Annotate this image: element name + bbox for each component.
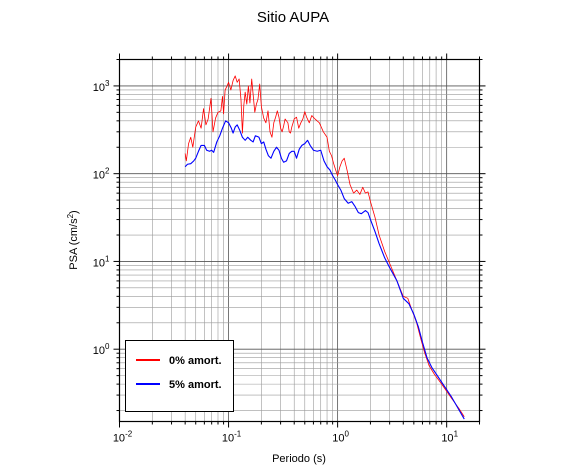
series-line-0: [184, 75, 465, 417]
y-tick-label-base: 10: [93, 82, 105, 94]
x-axis-label: Periodo (s): [272, 453, 326, 465]
y-tick-label: 101: [93, 254, 110, 269]
y-tick-label-exponent: 2: [105, 167, 110, 176]
series-layer: [184, 75, 465, 420]
legend: 0% amort. 5% amort.: [125, 340, 234, 412]
tick-marks: [113, 53, 486, 428]
legend-box: [125, 340, 234, 412]
x-tick-label: 10-2: [113, 430, 133, 445]
y-tick-label-exponent: 3: [105, 79, 110, 88]
y-axis-label-suffix: ): [68, 210, 80, 214]
y-tick-label: 102: [93, 167, 110, 182]
grid-lines: [119, 59, 480, 422]
y-axis-label-exponent: 2: [66, 213, 75, 218]
y-tick-label-exponent: 0: [105, 342, 110, 351]
legend-label-0: 0% amort.: [169, 355, 222, 367]
y-axis-label-prefix: PSA (cm/s: [68, 218, 80, 270]
y-tick-label: 100: [93, 342, 110, 357]
y-axis-label: PSA (cm/s2): [66, 210, 80, 269]
x-tick-label-base: 10: [332, 433, 344, 445]
x-tick-label-base: 10: [222, 433, 234, 445]
plot-frame: [118, 58, 481, 423]
x-tick-label-exponent: 0: [345, 430, 350, 439]
x-tick-label: 10-1: [222, 430, 242, 445]
series-line-1: [184, 120, 465, 420]
x-tick-label-base: 10: [113, 433, 125, 445]
x-tick-label-base: 10: [441, 433, 453, 445]
x-tick-label-exponent: -2: [125, 430, 133, 439]
y-tick-label: 103: [93, 79, 110, 94]
y-tick-label-base: 10: [93, 170, 105, 182]
x-tick-label-exponent: 1: [454, 430, 459, 439]
x-tick-label: 101: [441, 430, 458, 445]
y-tick-label-exponent: 1: [105, 254, 110, 263]
y-tick-label-base: 10: [93, 345, 105, 357]
x-tick-label-exponent: -1: [234, 430, 242, 439]
legend-label-1: 5% amort.: [169, 379, 222, 391]
y-tick-label-base: 10: [93, 257, 105, 269]
x-tick-label: 100: [332, 430, 349, 445]
chart-title: Sitio AUPA: [257, 9, 329, 26]
